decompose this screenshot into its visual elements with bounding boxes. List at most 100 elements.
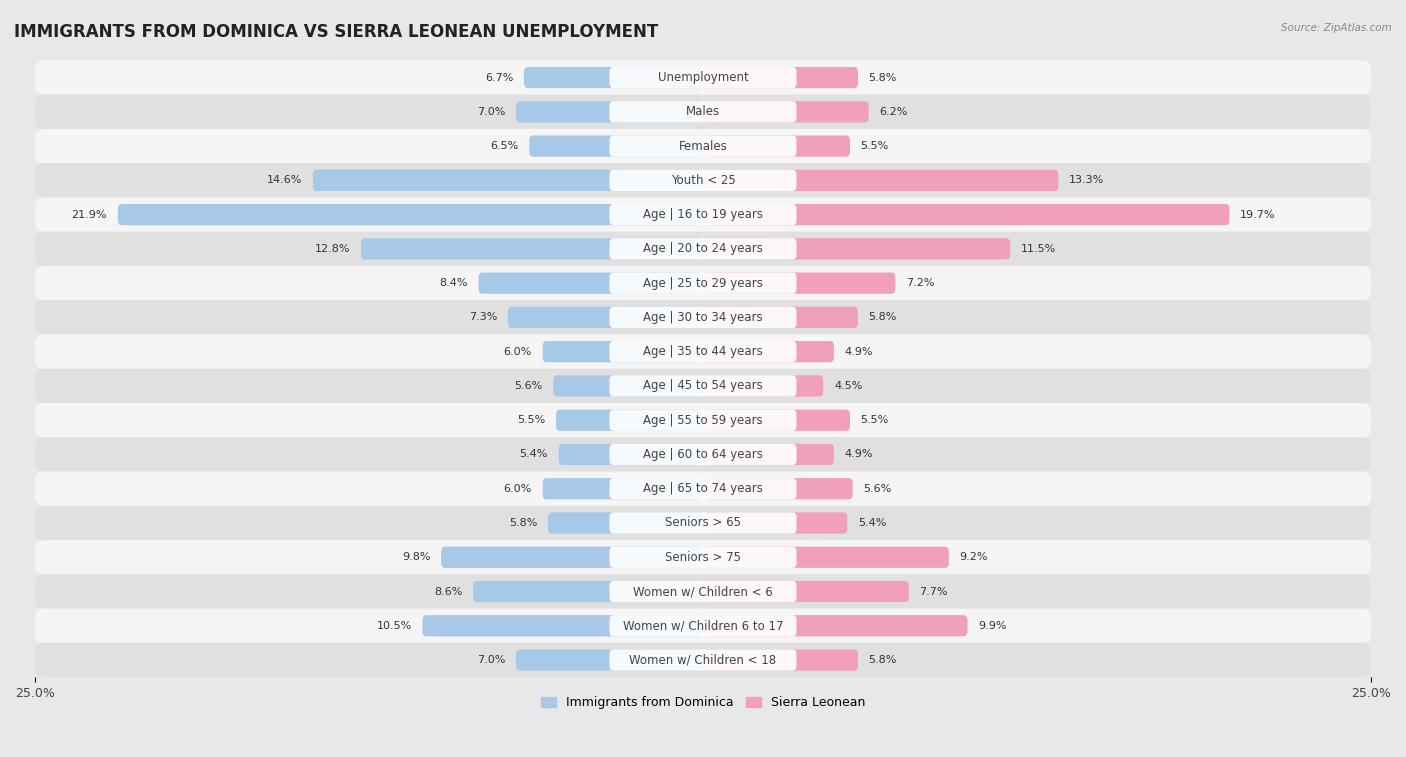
Text: Males: Males: [686, 105, 720, 118]
FancyBboxPatch shape: [703, 170, 1059, 191]
Text: Age | 60 to 64 years: Age | 60 to 64 years: [643, 448, 763, 461]
Text: 9.2%: 9.2%: [959, 553, 988, 562]
FancyBboxPatch shape: [609, 238, 797, 260]
FancyBboxPatch shape: [609, 581, 797, 602]
Text: 7.7%: 7.7%: [920, 587, 948, 597]
Text: 5.5%: 5.5%: [517, 415, 546, 425]
FancyBboxPatch shape: [361, 238, 703, 260]
FancyBboxPatch shape: [35, 506, 1371, 540]
FancyBboxPatch shape: [118, 204, 703, 226]
FancyBboxPatch shape: [422, 615, 703, 637]
Text: 7.3%: 7.3%: [468, 313, 498, 322]
Text: 9.9%: 9.9%: [979, 621, 1007, 631]
Text: 5.4%: 5.4%: [520, 450, 548, 459]
FancyBboxPatch shape: [35, 643, 1371, 678]
Text: Age | 65 to 74 years: Age | 65 to 74 years: [643, 482, 763, 495]
Text: 8.6%: 8.6%: [434, 587, 463, 597]
Text: 5.6%: 5.6%: [863, 484, 891, 494]
FancyBboxPatch shape: [703, 238, 1011, 260]
Text: 10.5%: 10.5%: [377, 621, 412, 631]
FancyBboxPatch shape: [35, 198, 1371, 232]
FancyBboxPatch shape: [609, 547, 797, 568]
FancyBboxPatch shape: [35, 61, 1371, 95]
FancyBboxPatch shape: [516, 650, 703, 671]
Text: Females: Females: [679, 139, 727, 153]
FancyBboxPatch shape: [35, 575, 1371, 609]
FancyBboxPatch shape: [441, 547, 703, 568]
FancyBboxPatch shape: [554, 375, 703, 397]
Text: Age | 55 to 59 years: Age | 55 to 59 years: [643, 413, 763, 427]
FancyBboxPatch shape: [703, 581, 908, 602]
FancyBboxPatch shape: [609, 204, 797, 226]
FancyBboxPatch shape: [703, 67, 858, 88]
FancyBboxPatch shape: [314, 170, 703, 191]
Text: 4.9%: 4.9%: [845, 450, 873, 459]
Text: Age | 45 to 54 years: Age | 45 to 54 years: [643, 379, 763, 392]
Text: 7.0%: 7.0%: [477, 107, 505, 117]
Text: Age | 16 to 19 years: Age | 16 to 19 years: [643, 208, 763, 221]
FancyBboxPatch shape: [703, 444, 834, 465]
Text: Unemployment: Unemployment: [658, 71, 748, 84]
FancyBboxPatch shape: [543, 478, 703, 500]
Text: Age | 25 to 29 years: Age | 25 to 29 years: [643, 276, 763, 290]
Text: 14.6%: 14.6%: [267, 176, 302, 185]
Text: 5.8%: 5.8%: [869, 655, 897, 665]
Text: Youth < 25: Youth < 25: [671, 174, 735, 187]
FancyBboxPatch shape: [478, 273, 703, 294]
FancyBboxPatch shape: [35, 438, 1371, 472]
FancyBboxPatch shape: [609, 170, 797, 191]
Text: 5.4%: 5.4%: [858, 518, 886, 528]
Text: Women w/ Children < 6: Women w/ Children < 6: [633, 585, 773, 598]
Text: 6.2%: 6.2%: [879, 107, 908, 117]
FancyBboxPatch shape: [35, 129, 1371, 164]
FancyBboxPatch shape: [703, 478, 852, 500]
FancyBboxPatch shape: [35, 266, 1371, 301]
Text: 6.0%: 6.0%: [503, 347, 531, 357]
Text: 7.0%: 7.0%: [477, 655, 505, 665]
FancyBboxPatch shape: [474, 581, 703, 602]
FancyBboxPatch shape: [529, 136, 703, 157]
FancyBboxPatch shape: [524, 67, 703, 88]
Text: 4.5%: 4.5%: [834, 381, 862, 391]
FancyBboxPatch shape: [548, 512, 703, 534]
FancyBboxPatch shape: [609, 341, 797, 363]
FancyBboxPatch shape: [703, 307, 858, 328]
FancyBboxPatch shape: [609, 650, 797, 671]
Text: 21.9%: 21.9%: [72, 210, 107, 220]
Text: Seniors > 65: Seniors > 65: [665, 516, 741, 529]
FancyBboxPatch shape: [35, 335, 1371, 369]
Text: 5.6%: 5.6%: [515, 381, 543, 391]
FancyBboxPatch shape: [609, 101, 797, 123]
FancyBboxPatch shape: [516, 101, 703, 123]
FancyBboxPatch shape: [703, 341, 834, 363]
Text: Source: ZipAtlas.com: Source: ZipAtlas.com: [1281, 23, 1392, 33]
FancyBboxPatch shape: [35, 369, 1371, 403]
FancyBboxPatch shape: [35, 472, 1371, 506]
FancyBboxPatch shape: [609, 67, 797, 88]
Text: Age | 35 to 44 years: Age | 35 to 44 years: [643, 345, 763, 358]
FancyBboxPatch shape: [703, 410, 851, 431]
FancyBboxPatch shape: [35, 540, 1371, 575]
Text: 6.7%: 6.7%: [485, 73, 513, 83]
FancyBboxPatch shape: [703, 375, 824, 397]
FancyBboxPatch shape: [609, 375, 797, 397]
Text: IMMIGRANTS FROM DOMINICA VS SIERRA LEONEAN UNEMPLOYMENT: IMMIGRANTS FROM DOMINICA VS SIERRA LEONE…: [14, 23, 658, 41]
Text: 5.5%: 5.5%: [860, 415, 889, 425]
Text: 19.7%: 19.7%: [1240, 210, 1275, 220]
FancyBboxPatch shape: [609, 410, 797, 431]
Text: 12.8%: 12.8%: [315, 244, 350, 254]
FancyBboxPatch shape: [703, 615, 967, 637]
FancyBboxPatch shape: [558, 444, 703, 465]
FancyBboxPatch shape: [703, 204, 1229, 226]
FancyBboxPatch shape: [555, 410, 703, 431]
Text: 13.3%: 13.3%: [1069, 176, 1104, 185]
Text: Women w/ Children < 18: Women w/ Children < 18: [630, 653, 776, 666]
FancyBboxPatch shape: [609, 615, 797, 637]
FancyBboxPatch shape: [609, 444, 797, 465]
Text: 8.4%: 8.4%: [439, 278, 468, 288]
Text: Age | 30 to 34 years: Age | 30 to 34 years: [643, 311, 763, 324]
Text: 5.5%: 5.5%: [860, 141, 889, 151]
FancyBboxPatch shape: [703, 101, 869, 123]
FancyBboxPatch shape: [35, 164, 1371, 198]
FancyBboxPatch shape: [703, 650, 858, 671]
